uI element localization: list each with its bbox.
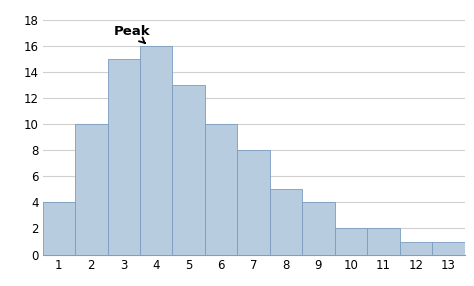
Bar	[302, 202, 335, 255]
Bar	[43, 202, 75, 255]
Bar	[270, 189, 302, 255]
Bar	[140, 46, 173, 255]
Bar	[205, 124, 237, 255]
Bar	[400, 241, 432, 255]
Text: Peak: Peak	[114, 25, 151, 43]
Bar	[367, 229, 400, 255]
Bar	[108, 59, 140, 255]
Bar	[432, 241, 465, 255]
Bar	[173, 85, 205, 255]
Bar	[335, 229, 367, 255]
Bar	[75, 124, 108, 255]
Bar	[237, 150, 270, 255]
